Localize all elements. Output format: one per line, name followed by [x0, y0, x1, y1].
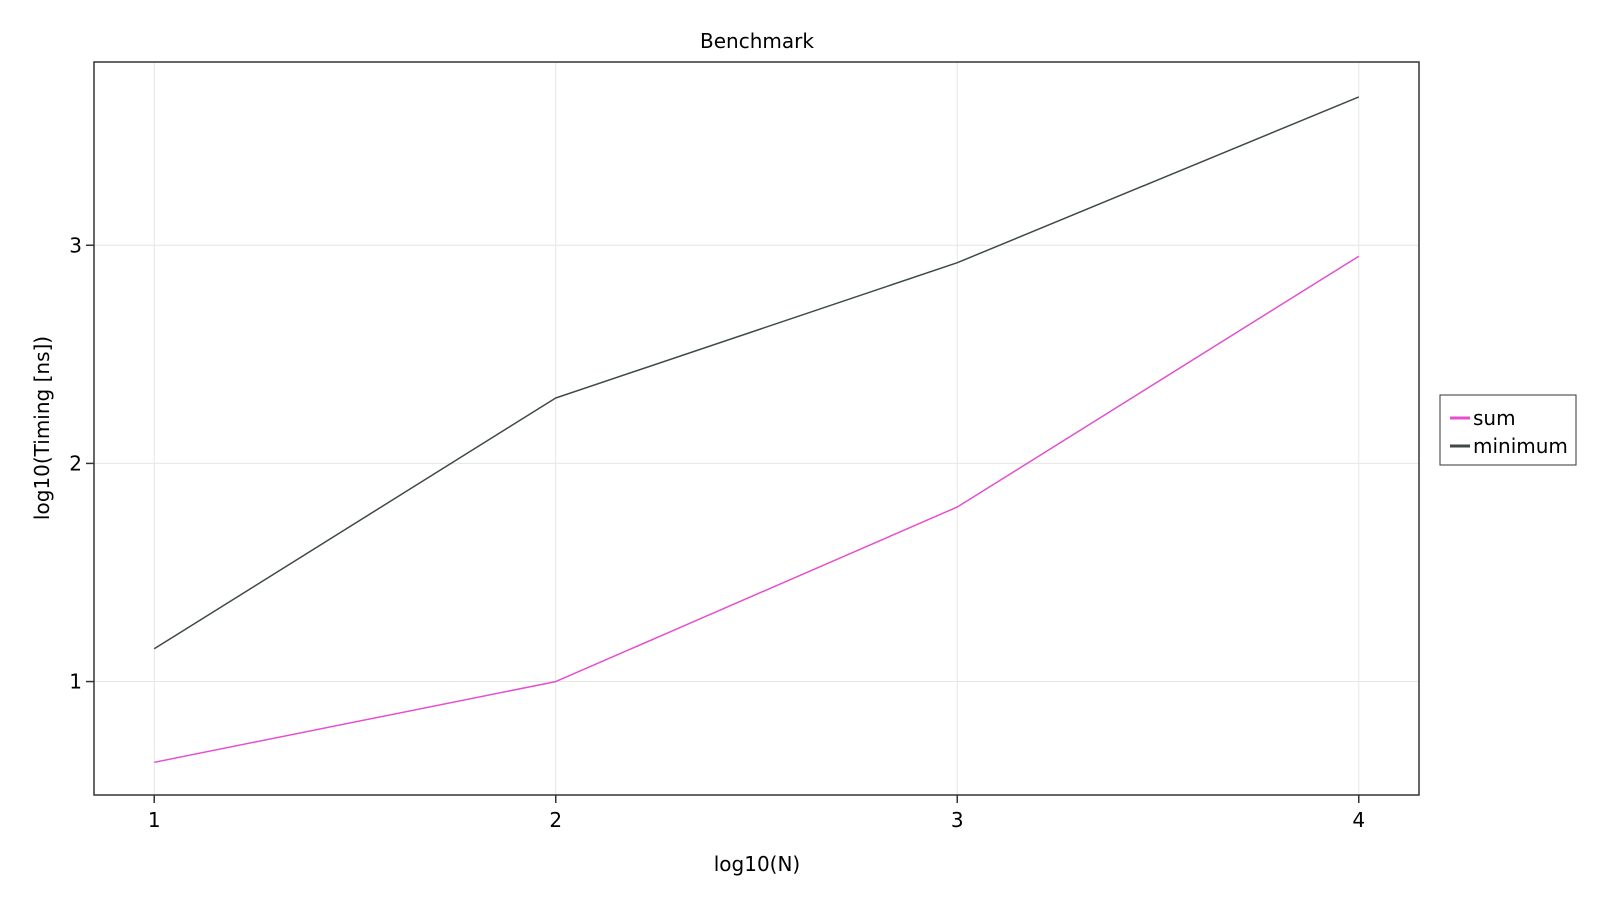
x-tick-label: 2 [549, 808, 562, 832]
y-axis-label: log10(Timing [ns]) [30, 336, 54, 520]
axis-ticks: 1 2 3 4 1 2 3 [69, 233, 1365, 832]
legend-label-minimum: minimum [1473, 434, 1568, 458]
plot-area [93, 61, 1420, 796]
x-axis-label: log10(N) [714, 852, 801, 876]
series-line-minimum [153, 96, 1360, 650]
x-tick-label: 1 [148, 808, 161, 832]
x-tick-label: 3 [951, 808, 964, 832]
series-lines [153, 96, 1360, 764]
series-line-sum [154, 255, 1360, 764]
legend-label-sum: sum [1473, 406, 1516, 430]
chart-title: Benchmark [700, 29, 814, 53]
legend-box [1439, 394, 1577, 466]
y-tick-label: 1 [69, 670, 82, 694]
grid [94, 62, 1419, 795]
y-tick-label: 2 [69, 451, 82, 475]
legend: sum minimum [1439, 394, 1577, 466]
y-tick-label: 3 [69, 233, 82, 257]
x-tick-label: 4 [1352, 808, 1365, 832]
